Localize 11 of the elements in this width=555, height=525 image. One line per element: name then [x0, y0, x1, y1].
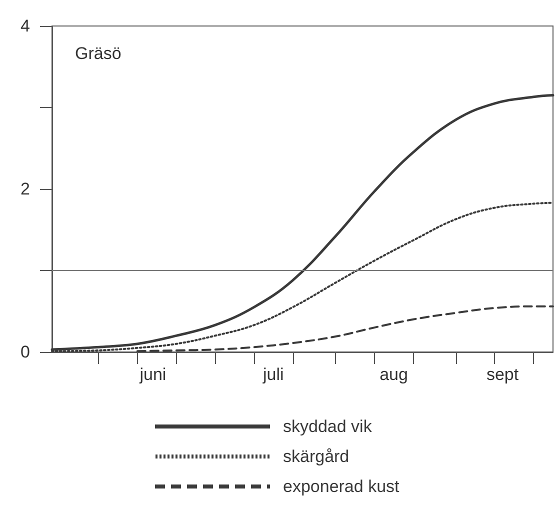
legend-label: skärgård [283, 447, 350, 466]
x-tick-label: sept [486, 365, 519, 384]
legend-label: skyddad vik [283, 417, 372, 436]
text: Gräsö [75, 44, 122, 63]
x-tick-label: aug [380, 365, 408, 384]
x-tick-label: juni [138, 365, 166, 384]
legend-label: exponerad kust [283, 477, 400, 496]
y-tick-label: 4 [20, 16, 30, 36]
y-tick-label: 0 [20, 342, 30, 362]
x-tick-label: juli [262, 365, 284, 384]
y-tick-label: 2 [20, 180, 30, 198]
